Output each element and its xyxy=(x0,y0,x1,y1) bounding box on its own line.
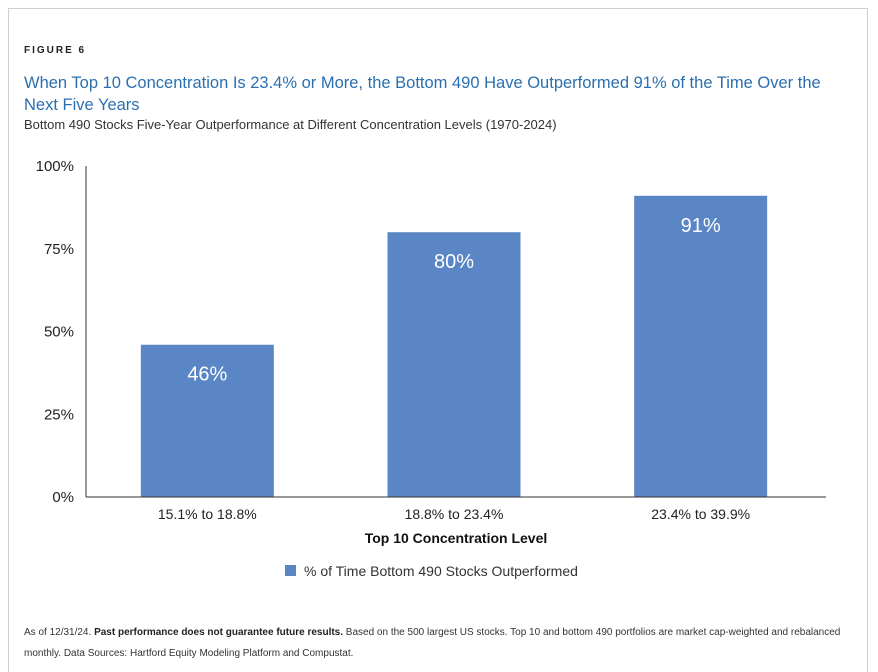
footnote-rest: Based on the 500 largest US stocks. Top … xyxy=(24,627,841,659)
bar xyxy=(634,195,768,498)
bar xyxy=(387,232,521,497)
legend-label: % of Time Bottom 490 Stocks Outperformed xyxy=(304,563,578,579)
bars: 46% 80% 91% xyxy=(140,195,768,498)
y-tick-label: 100% xyxy=(36,158,74,175)
bar-chart: 0% 25% 50% 75% 100% 46% 80% 91% 15.1% to 18.8%… xyxy=(36,158,826,579)
x-axis-ticks: 15.1% to 18.8% 18.8% to 23.4% 23.4% to 39.… xyxy=(158,506,750,522)
legend-swatch xyxy=(285,565,296,576)
footnote: As of 12/31/24. Past performance does no… xyxy=(24,622,854,664)
chart-subtitle: Bottom 490 Stocks Five-Year Outperforman… xyxy=(24,117,557,132)
bar-data-label: 80% xyxy=(434,251,474,273)
x-tick-label: 23.4% to 39.9% xyxy=(651,506,750,522)
chart-title: When Top 10 Concentration Is 23.4% or Mo… xyxy=(24,74,821,114)
legend: % of Time Bottom 490 Stocks Outperformed xyxy=(285,563,578,579)
bar-data-label: 46% xyxy=(187,364,227,386)
bar xyxy=(140,344,274,497)
x-tick-label: 18.8% to 23.4% xyxy=(405,506,504,522)
y-tick-label: 0% xyxy=(52,489,74,506)
y-tick-label: 50% xyxy=(44,324,74,341)
bar-data-label: 91% xyxy=(681,215,721,237)
x-axis-title: Top 10 Concentration Level xyxy=(365,530,548,546)
footnote-prefix: As of 12/31/24. xyxy=(24,627,95,638)
footnote-bold: Past performance does not guarantee futu… xyxy=(94,627,344,638)
y-tick-label: 75% xyxy=(44,241,74,258)
y-tick-label: 25% xyxy=(44,406,74,423)
figure-label: FIGURE 6 xyxy=(24,45,87,56)
y-axis-ticks: 0% 25% 50% 75% 100% xyxy=(36,158,74,506)
x-tick-label: 15.1% to 18.8% xyxy=(158,506,257,522)
